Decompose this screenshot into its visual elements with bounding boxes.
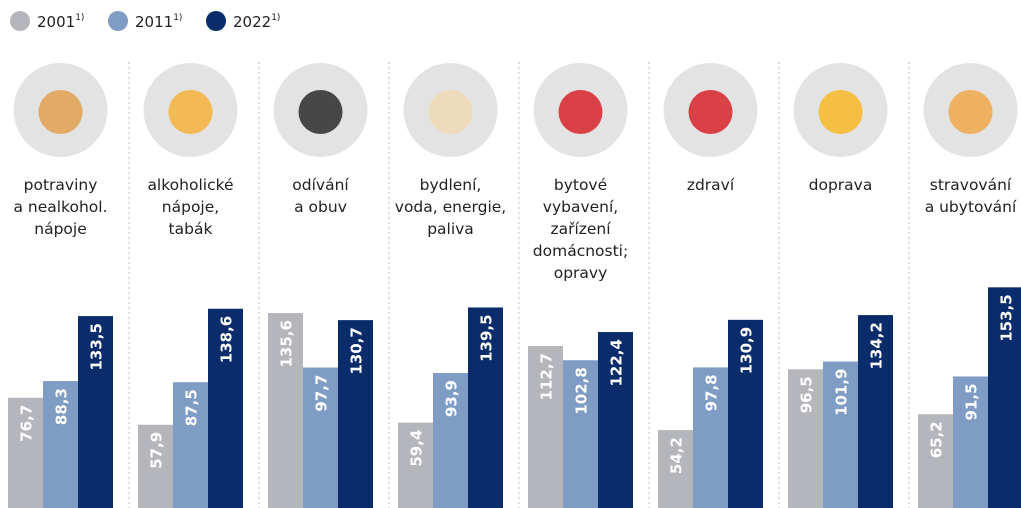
- category-label: doprava: [776, 174, 906, 196]
- value-label: 112,7: [538, 353, 556, 400]
- legend-swatch: [108, 11, 128, 31]
- category-label: stravování a ubytování: [906, 174, 1021, 218]
- legend-note: 1): [271, 13, 280, 23]
- category-label: alkoholické nápoje, tabák: [126, 174, 256, 240]
- value-label: 130,7: [348, 327, 366, 374]
- category-icon-detail: [949, 90, 993, 134]
- legend-name: 2001: [37, 13, 75, 31]
- legend-note: 1): [173, 13, 182, 23]
- category-label: bydlení, voda, energie, paliva: [386, 174, 516, 240]
- category-icon-detail: [429, 90, 473, 134]
- legend-label: 20111): [135, 13, 182, 31]
- legend-name: 2022: [233, 13, 271, 31]
- value-label: 91,5: [963, 383, 981, 420]
- value-label: 138,6: [218, 316, 236, 363]
- category-icon-detail: [39, 90, 83, 134]
- value-label: 130,9: [738, 327, 756, 374]
- value-label: 96,5: [798, 376, 816, 413]
- value-label: 133,5: [88, 323, 106, 370]
- value-label: 102,8: [573, 367, 591, 414]
- category-label: potraviny a nealkohol. nápoje: [0, 174, 126, 240]
- category-icon-detail: [819, 90, 863, 134]
- value-label: 135,6: [278, 320, 296, 367]
- chart: 20011)20111)20221)76,788,3133,557,987,51…: [0, 0, 1021, 508]
- value-label: 65,2: [928, 421, 946, 458]
- category-icon-detail: [299, 90, 343, 134]
- category-icon-detail: [689, 90, 733, 134]
- chart-svg: 20011)20111)20221)76,788,3133,557,987,51…: [0, 0, 1021, 508]
- value-label: 134,2: [868, 322, 886, 369]
- category-label: odívání a obuv: [256, 174, 386, 218]
- value-label: 93,9: [443, 380, 461, 417]
- legend-swatch: [206, 11, 226, 31]
- value-label: 153,5: [998, 294, 1016, 341]
- value-label: 87,5: [183, 389, 201, 426]
- value-label: 76,7: [18, 405, 36, 442]
- value-label: 57,9: [148, 432, 166, 469]
- legend-label: 20011): [37, 13, 84, 31]
- legend-label: 20221): [233, 13, 280, 31]
- category-label: zdraví: [646, 174, 776, 196]
- value-label: 54,2: [668, 437, 686, 474]
- value-label: 139,5: [478, 314, 496, 361]
- category-icon-detail: [169, 90, 213, 134]
- legend-name: 2011: [135, 13, 173, 31]
- value-label: 88,3: [53, 388, 71, 425]
- value-label: 101,9: [833, 369, 851, 416]
- value-label: 59,4: [408, 430, 426, 467]
- legend-note: 1): [75, 13, 84, 23]
- category-icon-detail: [559, 90, 603, 134]
- value-label: 122,4: [608, 339, 626, 386]
- value-label: 97,7: [313, 375, 331, 412]
- legend-swatch: [10, 11, 30, 31]
- value-label: 97,8: [703, 374, 721, 411]
- category-label: bytové vybavení, zařízení domácnosti; op…: [516, 174, 646, 284]
